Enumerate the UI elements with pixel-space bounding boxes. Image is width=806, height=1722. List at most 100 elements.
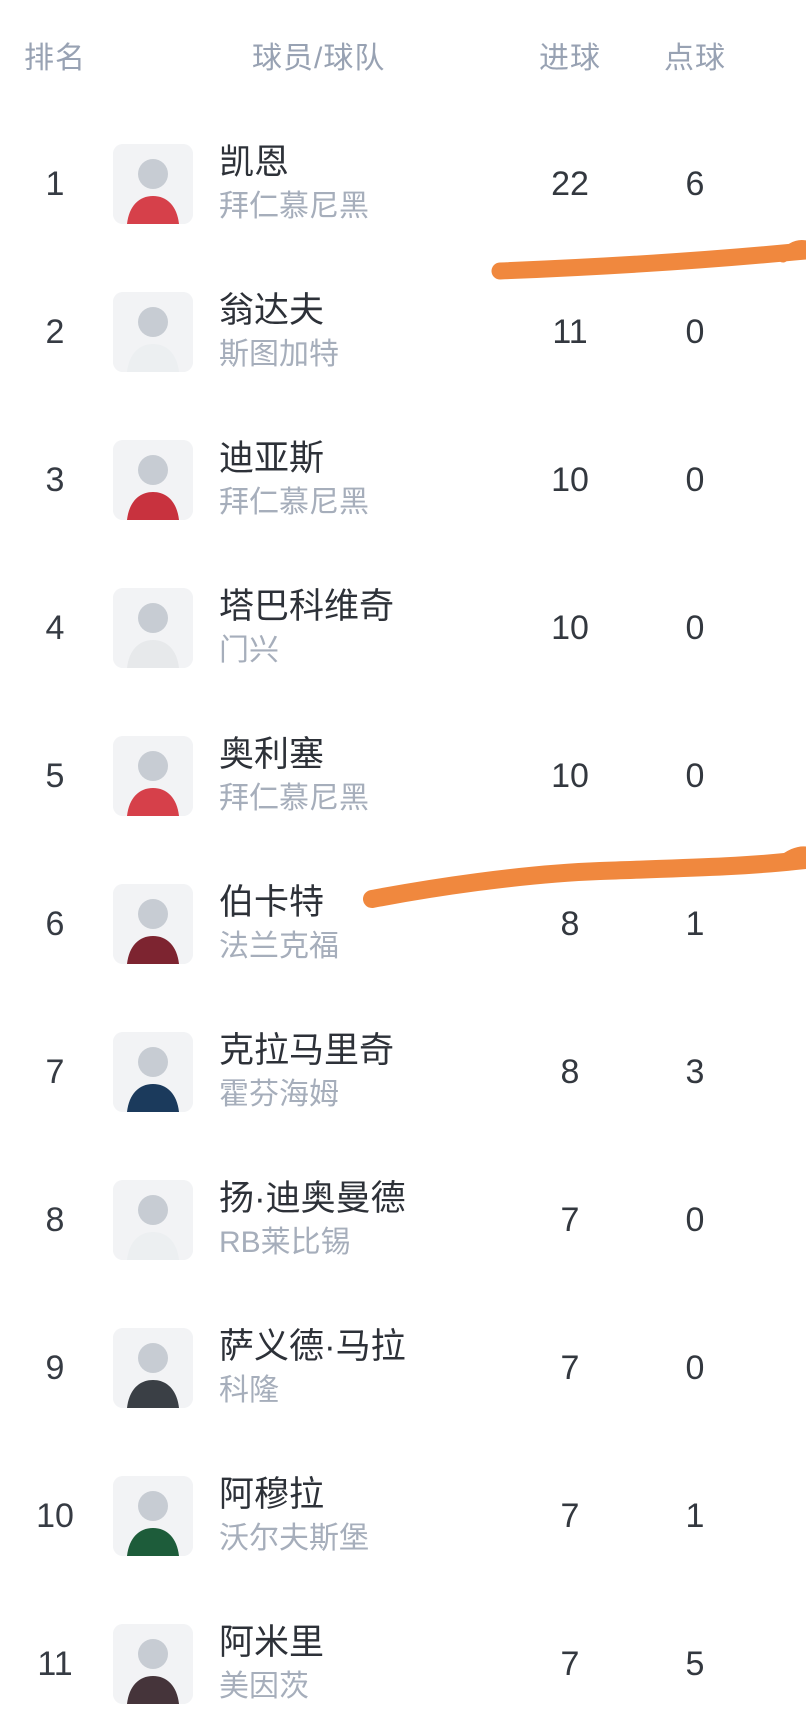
goals-value: 22: [551, 164, 589, 203]
player-photo-placeholder: [113, 1180, 193, 1260]
player-photo-placeholder: [113, 736, 193, 816]
rank-value: 9: [45, 1348, 65, 1387]
player-photo-placeholder: [113, 884, 193, 964]
penalties-value: 1: [685, 1496, 705, 1535]
penalties-value: 3: [685, 1052, 705, 1091]
rank-value: 1: [45, 164, 65, 203]
player-avatar: [113, 440, 193, 520]
goals-value: 10: [551, 460, 589, 499]
player-name: 萨义德·马拉: [219, 1327, 406, 1366]
player-name-block: 克拉马里奇 霍芬海姆: [219, 1028, 394, 1116]
player-name-block: 伯卡特 法兰克福: [219, 880, 339, 968]
player-name: 迪亚斯: [219, 439, 325, 478]
player-name-block: 塔巴科维奇 门兴: [219, 584, 394, 672]
player-row[interactable]: 10 阿穆拉 沃尔夫斯堡 7 1: [0, 1442, 806, 1590]
player-name-block: 阿穆拉 沃尔夫斯堡: [219, 1472, 369, 1560]
player-team: 拜仁慕尼黑: [219, 486, 369, 519]
player-row[interactable]: 7 克拉马里奇 霍芬海姆 8 3: [0, 998, 806, 1146]
goals-value: 7: [560, 1496, 580, 1535]
player-cell: 翁达夫 斯图加特: [110, 288, 490, 376]
player-cell: 扬·迪奥曼德 RB莱比锡: [110, 1176, 490, 1264]
player-name: 阿穆拉: [219, 1475, 325, 1514]
player-photo-placeholder: [113, 144, 193, 224]
rank-value: 4: [45, 608, 65, 647]
column-header-goals: 进球: [539, 42, 601, 75]
player-avatar: [113, 736, 193, 816]
rank-value: 3: [45, 460, 65, 499]
rank-value: 11: [37, 1644, 73, 1683]
player-cell: 萨义德·马拉 科隆: [110, 1324, 490, 1412]
player-cell: 奥利塞 拜仁慕尼黑: [110, 732, 490, 820]
player-photo-placeholder: [113, 1032, 193, 1112]
avatar-jersey: [127, 640, 179, 668]
rank-value: 5: [45, 756, 65, 795]
player-row[interactable]: 11 阿米里 美因茨 7 5: [0, 1590, 806, 1722]
player-photo-placeholder: [113, 292, 193, 372]
goals-value: 10: [551, 756, 589, 795]
penalties-value: 0: [685, 608, 705, 647]
player-name: 阿米里: [219, 1623, 325, 1662]
player-cell: 阿穆拉 沃尔夫斯堡: [110, 1472, 490, 1560]
player-avatar: [113, 1476, 193, 1556]
player-avatar: [113, 1180, 193, 1260]
player-avatar: [113, 1328, 193, 1408]
player-row[interactable]: 2 翁达夫 斯图加特 11 0: [0, 258, 806, 406]
player-name: 克拉马里奇: [219, 1031, 395, 1070]
goals-value: 7: [560, 1644, 580, 1683]
player-name-block: 迪亚斯 拜仁慕尼黑: [219, 436, 369, 524]
player-name-block: 奥利塞 拜仁慕尼黑: [219, 732, 369, 820]
rank-value: 6: [45, 904, 65, 943]
penalties-value: 0: [685, 756, 705, 795]
column-header-rank: 排名: [24, 42, 86, 75]
player-name: 塔巴科维奇: [219, 587, 395, 626]
avatar-jersey: [127, 492, 179, 520]
goals-value: 10: [551, 608, 589, 647]
player-team: 霍芬海姆: [219, 1078, 339, 1111]
player-cell: 伯卡特 法兰克福: [110, 880, 490, 968]
penalties-value: 6: [685, 164, 705, 203]
player-cell: 迪亚斯 拜仁慕尼黑: [110, 436, 490, 524]
player-row[interactable]: 9 萨义德·马拉 科隆 7 0: [0, 1294, 806, 1442]
player-cell: 凯恩 拜仁慕尼黑: [110, 140, 490, 228]
player-row[interactable]: 1 凯恩 拜仁慕尼黑 22 6: [0, 110, 806, 258]
player-team: 门兴: [219, 634, 279, 667]
goals-value: 7: [560, 1200, 580, 1239]
player-name: 奥利塞: [219, 735, 325, 774]
player-photo-placeholder: [113, 588, 193, 668]
column-header-penalties: 点球: [664, 42, 726, 75]
player-row[interactable]: 6 伯卡特 法兰克福 8 1: [0, 850, 806, 998]
player-team: 拜仁慕尼黑: [219, 782, 369, 815]
avatar-jersey: [127, 1380, 179, 1408]
player-row[interactable]: 4 塔巴科维奇 门兴 10 0: [0, 554, 806, 702]
player-name: 凯恩: [219, 143, 290, 182]
avatar-jersey: [127, 1528, 179, 1556]
penalties-value: 1: [685, 904, 705, 943]
penalties-value: 0: [685, 1200, 705, 1239]
player-photo-placeholder: [113, 1328, 193, 1408]
player-row[interactable]: 8 扬·迪奥曼德 RB莱比锡 7 0: [0, 1146, 806, 1294]
player-row[interactable]: 5 奥利塞 拜仁慕尼黑 10 0: [0, 702, 806, 850]
avatar-jersey: [127, 1232, 179, 1260]
player-team: 法兰克福: [219, 930, 339, 963]
goals-value: 11: [552, 312, 588, 351]
player-row[interactable]: 3 迪亚斯 拜仁慕尼黑 10 0: [0, 406, 806, 554]
player-avatar: [113, 884, 193, 964]
rank-value: 10: [36, 1496, 74, 1535]
player-team: RB莱比锡: [219, 1226, 351, 1259]
player-name-block: 翁达夫 斯图加特: [219, 288, 339, 376]
player-avatar: [113, 292, 193, 372]
penalties-value: 0: [685, 312, 705, 351]
player-avatar: [113, 588, 193, 668]
player-team: 拜仁慕尼黑: [219, 190, 369, 223]
player-name: 扬·迪奥曼德: [219, 1179, 406, 1218]
avatar-jersey: [127, 1084, 179, 1112]
player-name: 伯卡特: [219, 883, 325, 922]
player-cell: 阿米里 美因茨: [110, 1620, 490, 1708]
goals-value: 8: [560, 1052, 580, 1091]
player-team: 斯图加特: [219, 338, 339, 371]
player-avatar: [113, 144, 193, 224]
player-cell: 塔巴科维奇 门兴: [110, 584, 490, 672]
player-photo-placeholder: [113, 440, 193, 520]
column-header-player: 球员/球队: [252, 42, 386, 75]
